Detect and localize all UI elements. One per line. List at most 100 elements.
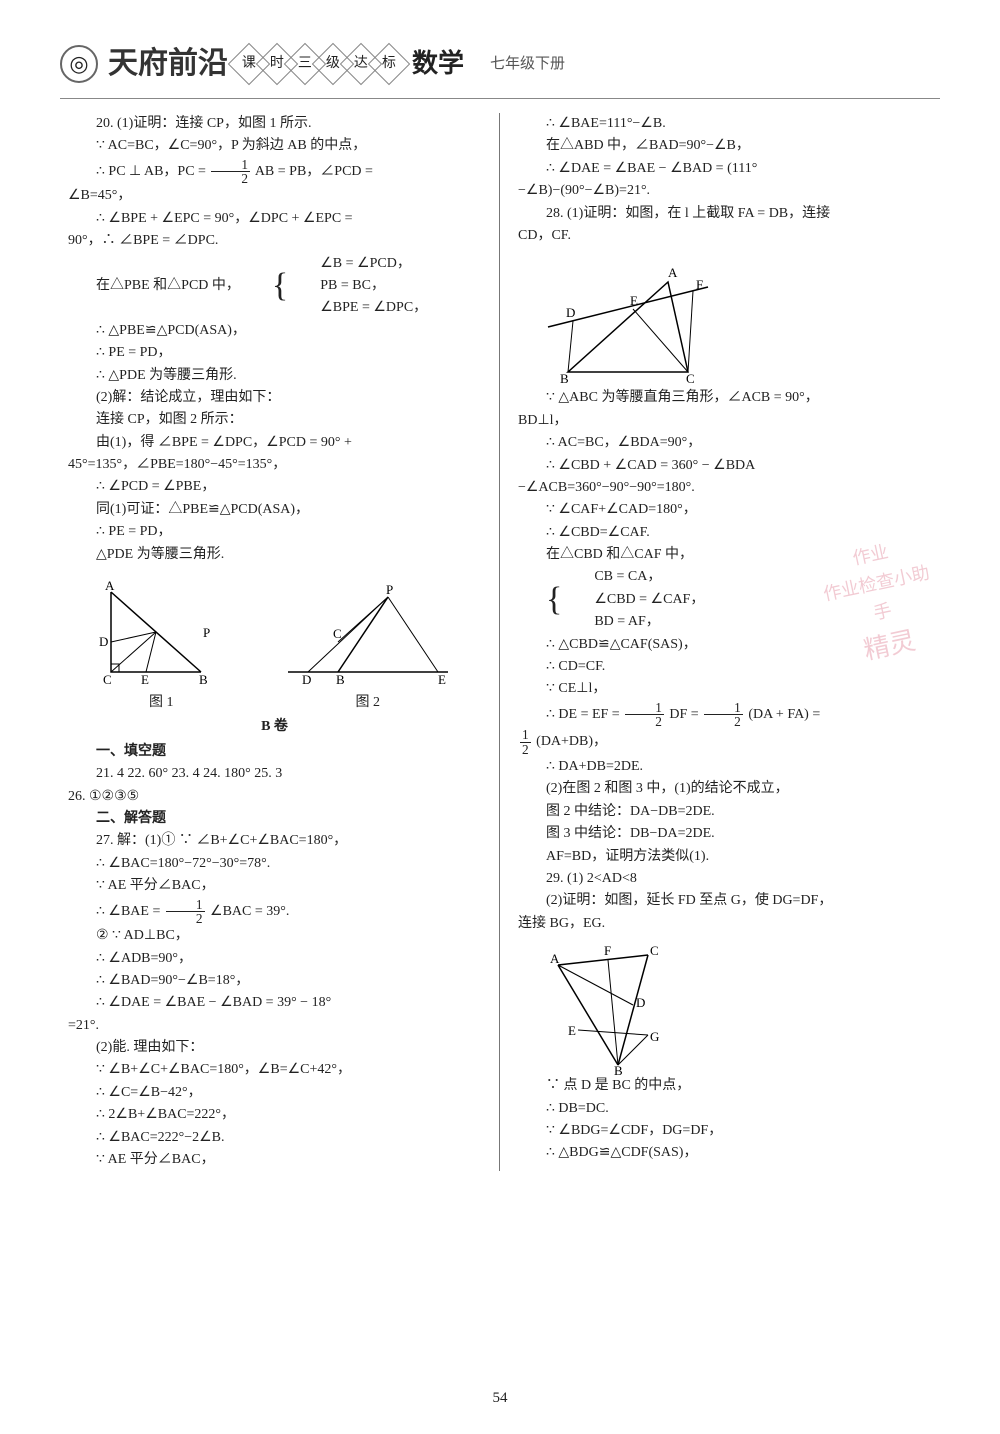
figure-2: P C E D B 图 2 — [278, 582, 458, 714]
svg-text:E: E — [630, 293, 638, 308]
r-line: 在△ABD 中，∠BAD=90°−∠B， — [518, 135, 932, 157]
q27-line: ∴ ∠DAE = ∠BAE − ∠BAD = 39° − 18° — [68, 992, 481, 1014]
q28-line: CD，CF. — [518, 225, 932, 247]
q27-line: ② ∵ AD⊥BC， — [68, 925, 481, 947]
svg-text:G: G — [650, 1029, 659, 1044]
q28-line: 1 2 (DA+DB)， — [518, 728, 932, 756]
q20-line: ∴ PE = PD， — [68, 521, 481, 543]
left-column: 20. (1)证明：连接 CP，如图 1 所示. ∵ AC=BC，∠C=90°，… — [60, 113, 500, 1171]
section-answer-title: 二、解答题 — [68, 808, 481, 830]
q20-line: ∵ AC=BC，∠C=90°，P 为斜边 AB 的中点， — [68, 135, 481, 157]
figure-row: A P D C E B 图 1 — [68, 572, 481, 714]
q28-line: 图 2 中结论：DA−DB=2DE. — [518, 801, 932, 823]
q20-cases: 在△PBE 和△PCD 中， { ∠B = ∠PCD， PB = BC， ∠BP… — [68, 253, 481, 320]
q28-line: ∴ △CBD≌△CAF(SAS)， — [518, 634, 932, 656]
q29-line: ∵ 点 D 是 BC 的中点， — [518, 1075, 932, 1097]
q28-line: ∴ AC=BC，∠BDA=90°， — [518, 432, 932, 454]
q28-line: ∴ ∠CBD + ∠CAD = 360° − ∠BDA — [518, 455, 932, 477]
figure-28: A F E D B C — [518, 247, 932, 387]
q29-line: 29. (1) 2<AD<8 — [518, 868, 932, 890]
fraction-half: 1 2 — [518, 728, 533, 756]
q29-line: ∵ ∠BDG=∠CDF，DG=DF， — [518, 1120, 932, 1142]
r-line: ∴ ∠DAE = ∠BAE − ∠BAD = (111° — [518, 158, 932, 180]
q28-cases: { CB = CA， ∠CBD = ∠CAF， BD = AF， — [518, 566, 932, 633]
figure-1: A P D C E B 图 1 — [91, 572, 231, 714]
q27-line: ∴ ∠BAD=90°−∠B=18°， — [68, 970, 481, 992]
q27-line: ∴ ∠BAE = 1 2 ∠BAC = 39°. — [68, 898, 481, 926]
svg-text:C: C — [686, 371, 695, 386]
q20-line: 连接 CP，如图 2 所示： — [68, 409, 481, 431]
fraction-half: 1 2 — [702, 701, 745, 729]
q28-line: −∠ACB=360°−90°−90°=180°. — [518, 477, 932, 499]
svg-text:B: B — [614, 1063, 623, 1075]
q27-line: 27. 解：(1)① ∵ ∠B+∠C+∠BAC=180°， — [68, 830, 481, 852]
q28-line: ∴ ∠CBD=∠CAF. — [518, 522, 932, 544]
q20-line: 90°，∴ ∠BPE = ∠DPC. — [68, 230, 481, 252]
q20-line: ∠B=45°， — [68, 185, 481, 207]
q27-line: ∴ ∠BAC=222°−2∠B. — [68, 1127, 481, 1149]
q27-line: =21°. — [68, 1015, 481, 1037]
q27-line: ∴ ∠ADB=90°， — [68, 948, 481, 970]
hex-badge-5: 标 — [368, 43, 410, 85]
header-rule — [60, 98, 940, 99]
fill-answers: 21. 4 22. 60° 23. 4 24. 180° 25. 3 — [68, 763, 481, 785]
fill-answer-26: 26. ①②③⑤ — [68, 786, 481, 808]
svg-text:B: B — [199, 672, 208, 687]
svg-text:D: D — [302, 672, 311, 687]
q20-line: ∴ PC ⊥ AB，PC = 1 2 AB = PB，∠PCD = — [68, 158, 481, 186]
grade-label: 七年级下册 — [490, 52, 565, 76]
q28-line: 28. (1)证明：如图，在 l 上截取 FA = DB，连接 — [518, 203, 932, 225]
q28-line: ∴ DE = EF = 1 2 DF = 1 2 (DA + FA) = — [518, 701, 932, 729]
page-header: ◎ 天府前沿 课 时 三 级 达 标 数学 七年级下册 — [60, 40, 940, 88]
r-line: ∴ ∠BAE=111°−∠B. — [518, 113, 932, 135]
q20-line: ∴ △PBE≌△PCD(ASA)， — [68, 320, 481, 342]
q29-line: 连接 BG，EG. — [518, 913, 932, 935]
svg-text:B: B — [560, 371, 569, 386]
r-line: −∠B)−(90°−∠B)=21°. — [518, 180, 932, 202]
q29-line: ∴ △BDG≌△CDF(SAS)， — [518, 1142, 932, 1164]
q28-line: (2)在图 2 和图 3 中，(1)的结论不成立， — [518, 778, 932, 800]
svg-text:P: P — [386, 582, 393, 597]
svg-text:D: D — [99, 634, 108, 649]
q27-line: ∴ ∠C=∠B−42°， — [68, 1082, 481, 1104]
svg-text:E: E — [438, 672, 446, 687]
q28-line: 图 3 中结论：DB−DA=2DE. — [518, 823, 932, 845]
subject-title: 数学 — [412, 43, 464, 85]
q28-line: ∵ ∠CAF+∠CAD=180°， — [518, 499, 932, 521]
q20-line: 45°=135°，∠PBE=180°−45°=135°， — [68, 454, 481, 476]
fraction-half: 1 2 — [164, 898, 207, 926]
svg-text:D: D — [566, 305, 575, 320]
section-fill-title: 一、填空题 — [68, 741, 481, 763]
svg-text:D: D — [636, 995, 645, 1010]
q20-line: ∴ PE = PD， — [68, 342, 481, 364]
q27-line: ∴ ∠BAC=180°−72°−30°=78°. — [68, 853, 481, 875]
svg-text:B: B — [336, 672, 345, 687]
q27-line: ∴ 2∠B+∠BAC=222°， — [68, 1104, 481, 1126]
figure-2-caption: 图 2 — [278, 692, 458, 714]
q20-line: ∴ ∠BPE + ∠EPC = 90°，∠DPC + ∠EPC = — [68, 208, 481, 230]
q28-line: AF=BD，证明方法类似(1). — [518, 846, 932, 868]
svg-text:C: C — [103, 672, 112, 687]
q20-line: ∴ △PDE 为等腰三角形. — [68, 365, 481, 387]
b-juan-label: B 卷 — [68, 716, 481, 738]
q27-line: ∵ AE 平分∠BAC， — [68, 1149, 481, 1171]
svg-text:P: P — [203, 625, 210, 640]
svg-text:A: A — [550, 951, 560, 966]
q20-line: 同(1)可证：△PBE≌△PCD(ASA)， — [68, 499, 481, 521]
fraction-half: 1 2 — [623, 701, 666, 729]
q27-line: (2)能. 理由如下： — [68, 1037, 481, 1059]
q20-line: 20. (1)证明：连接 CP，如图 1 所示. — [68, 113, 481, 135]
q27-line: ∵ ∠B+∠C+∠BAC=180°，∠B=∠C+42°， — [68, 1059, 481, 1081]
q28-line: ∴ DA+DB=2DE. — [518, 756, 932, 778]
q20-line: ∴ ∠PCD = ∠PBE， — [68, 476, 481, 498]
logo-icon: ◎ — [60, 45, 98, 83]
q20-line: 由(1)，得 ∠BPE = ∠DPC，∠PCD = 90° + — [68, 432, 481, 454]
fraction-half: 1 2 — [209, 158, 252, 186]
brand-title: 天府前沿 — [108, 40, 228, 88]
page: ◎ 天府前沿 课 时 三 级 达 标 数学 七年级下册 20. (1)证明：连接… — [0, 0, 1000, 1434]
q28-line: 在△CBD 和△CAF 中， — [518, 544, 932, 566]
q29-line: ∴ DB=DC. — [518, 1098, 932, 1120]
q28-line: ∵ CE⊥l， — [518, 678, 932, 700]
content-columns: 20. (1)证明：连接 CP，如图 1 所示. ∵ AC=BC，∠C=90°，… — [60, 113, 940, 1171]
svg-text:C: C — [333, 626, 342, 641]
